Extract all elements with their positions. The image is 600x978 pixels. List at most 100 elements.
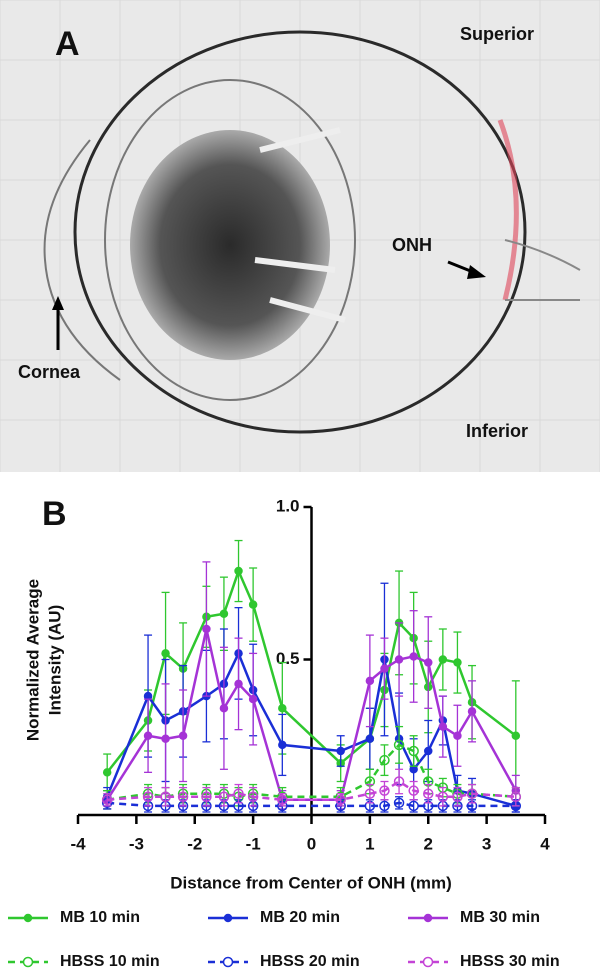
data-point xyxy=(365,734,375,744)
data-point xyxy=(467,707,477,716)
error-bar xyxy=(219,786,228,807)
data-point xyxy=(247,791,259,802)
legend-marker xyxy=(22,956,34,968)
data-point xyxy=(219,704,229,713)
data-point xyxy=(452,791,463,802)
data-point xyxy=(365,676,375,686)
data-point xyxy=(278,704,287,713)
data-point xyxy=(424,658,433,667)
data-point xyxy=(248,694,258,704)
y-tick-label: 0.5 xyxy=(276,649,300,668)
legend-marker xyxy=(223,913,233,923)
legend-item: MB 20 min xyxy=(208,909,340,926)
x-tick-label: -3 xyxy=(129,834,144,853)
error-bar xyxy=(395,768,404,795)
legend-label: HBSS 30 min xyxy=(460,953,560,970)
data-point xyxy=(142,791,154,802)
x-tick-label: -2 xyxy=(187,834,202,853)
data-point xyxy=(424,746,433,756)
error-bar xyxy=(511,786,520,807)
data-point xyxy=(160,791,171,802)
data-point xyxy=(438,655,448,664)
legend-item: HBSS 20 min xyxy=(208,953,360,970)
data-point xyxy=(102,768,112,777)
data-point xyxy=(379,754,390,766)
legend-label: HBSS 20 min xyxy=(260,953,360,970)
legend-item: MB 10 min xyxy=(8,909,140,926)
data-point xyxy=(393,776,405,787)
legend-item: MB 30 min xyxy=(408,909,540,926)
data-point xyxy=(380,664,389,673)
data-point xyxy=(511,731,521,740)
data-point xyxy=(510,791,522,802)
y-axis-label: Normalized Average xyxy=(23,579,42,741)
data-point xyxy=(336,746,345,756)
data-point xyxy=(219,609,229,618)
annotation: Inferior xyxy=(466,421,528,441)
x-tick-label: -4 xyxy=(70,834,86,853)
data-point xyxy=(161,734,170,744)
legend-label: HBSS 10 min xyxy=(60,953,160,970)
data-point xyxy=(408,745,419,757)
error-bar xyxy=(453,786,462,807)
data-point xyxy=(202,624,211,634)
data-point xyxy=(233,788,244,799)
data-point xyxy=(364,788,376,799)
data-point xyxy=(218,791,230,802)
data-point xyxy=(453,658,462,667)
y-axis-label: Intensity (AU) xyxy=(45,605,64,716)
data-point xyxy=(393,797,405,809)
data-point xyxy=(453,731,462,740)
series xyxy=(101,768,522,807)
data-point xyxy=(408,785,419,796)
x-tick-label: 1 xyxy=(365,834,374,853)
error-bar xyxy=(438,786,447,807)
y-tick-label: 1.0 xyxy=(276,496,300,515)
data-point xyxy=(466,788,478,799)
data-point xyxy=(438,722,448,731)
panel-label: A xyxy=(55,25,80,63)
legend-marker xyxy=(423,913,433,923)
annotation: Superior xyxy=(460,24,534,44)
x-tick-label: 0 xyxy=(307,834,316,853)
annotation: Cornea xyxy=(18,362,81,382)
legend-item: HBSS 10 min xyxy=(8,953,160,970)
data-point xyxy=(201,791,212,802)
data-point xyxy=(437,791,449,802)
x-axis-label: Distance from Center of ONH (mm) xyxy=(170,873,451,892)
data-point xyxy=(408,800,419,812)
data-point xyxy=(177,791,189,802)
data-point xyxy=(379,785,390,796)
x-tick-label: -1 xyxy=(246,834,261,853)
legend-marker xyxy=(222,956,234,968)
data-point xyxy=(234,566,243,576)
data-point xyxy=(394,655,404,664)
data-point xyxy=(278,740,287,750)
legend-marker xyxy=(422,956,434,968)
data-point xyxy=(101,794,113,806)
data-point xyxy=(393,739,405,751)
data-point xyxy=(335,794,346,806)
data-point xyxy=(248,600,258,609)
data-point xyxy=(178,731,188,740)
error-bar xyxy=(161,786,170,807)
x-tick-label: 2 xyxy=(424,834,433,853)
data-point xyxy=(409,652,418,661)
panel-a-image: A Superior ONH Cornea Inferior xyxy=(0,0,600,472)
legend-label: MB 30 min xyxy=(460,909,540,926)
data-point xyxy=(423,788,434,799)
panel-label: B xyxy=(42,495,67,533)
data-point xyxy=(379,800,390,812)
annotation: ONH xyxy=(392,235,432,255)
x-tick-label: 4 xyxy=(540,834,550,853)
legend-item: HBSS 30 min xyxy=(408,953,560,970)
series-line xyxy=(107,780,516,802)
legend-label: MB 10 min xyxy=(60,909,140,926)
error-bar xyxy=(234,783,243,804)
legend-label: MB 20 min xyxy=(260,909,340,926)
legend-marker xyxy=(23,913,33,923)
data-point xyxy=(234,679,243,689)
data-point xyxy=(161,649,170,658)
